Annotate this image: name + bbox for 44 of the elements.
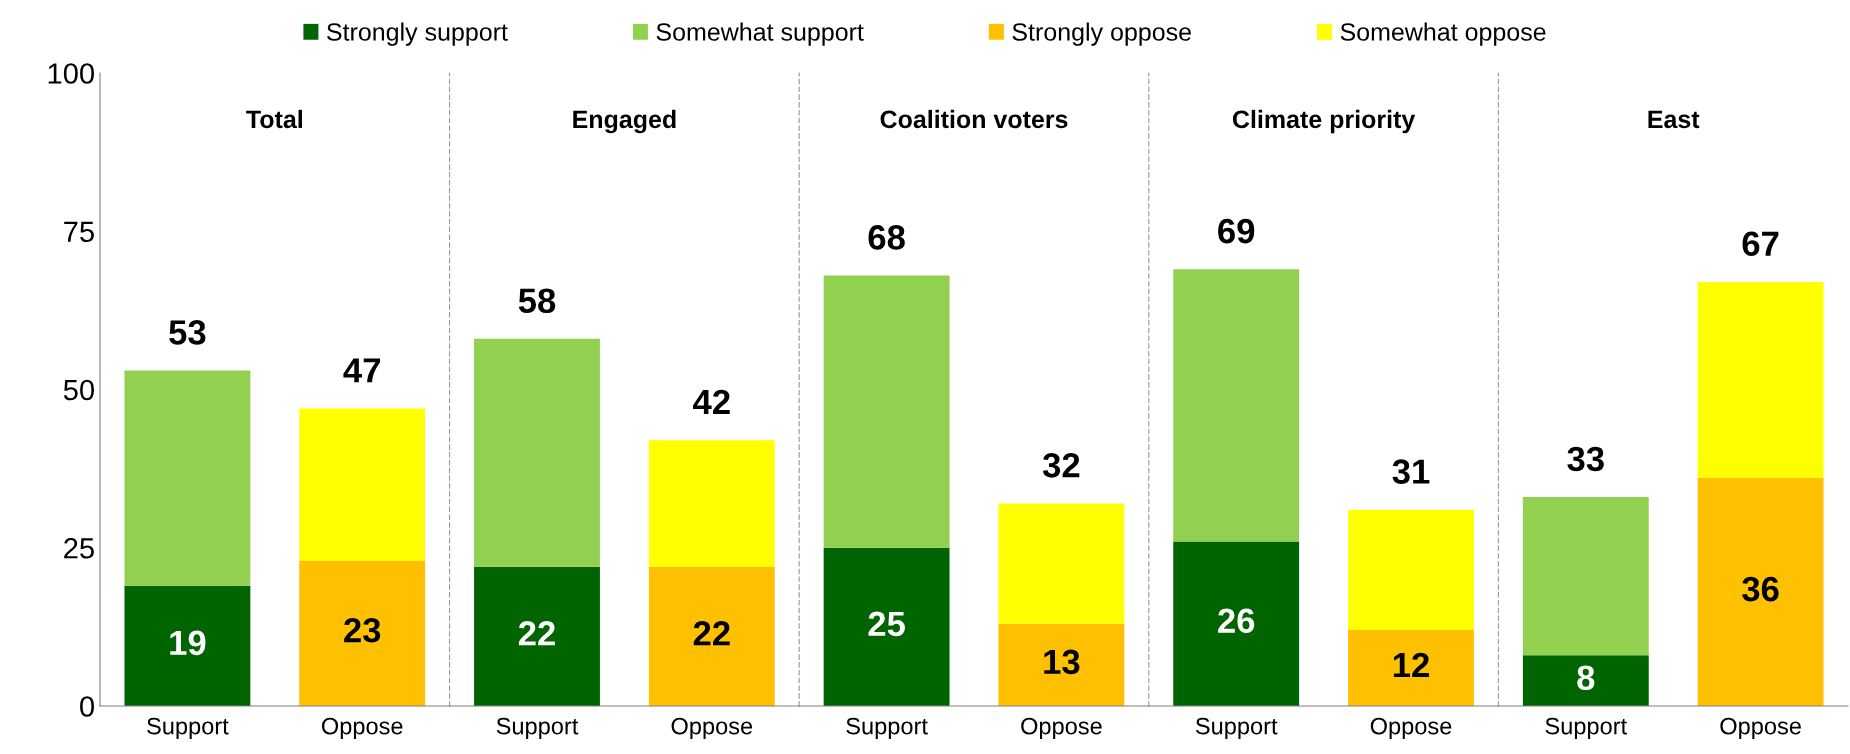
x-tick-label: Support — [496, 717, 579, 740]
data-label: 19 — [170, 630, 206, 656]
total-label: 47 — [343, 358, 380, 383]
x-tick-label: Support — [846, 717, 928, 740]
legend-label: Strongly support — [327, 22, 508, 46]
text: Climate priority — [1232, 109, 1416, 134]
text: Coalition voters — [880, 109, 1068, 129]
y-tick-label: 0 — [80, 696, 94, 717]
total-label: 31 — [1392, 459, 1430, 484]
legend-label: Somewhat oppose — [1340, 22, 1546, 46]
total-label: 42 — [693, 389, 730, 414]
x-tick-label: Oppose — [1720, 717, 1801, 740]
data-label: 36 — [1742, 576, 1779, 602]
legend-label: Somewhat support — [656, 22, 864, 46]
total-label: 53 — [169, 320, 206, 345]
total-label: 68 — [868, 225, 905, 250]
text: Total — [246, 109, 302, 129]
x-tick-label: Support — [1195, 717, 1278, 740]
data-label: 12 — [1393, 652, 1429, 677]
total-label: 33 — [1567, 446, 1604, 472]
data-label: 26 — [1218, 608, 1255, 634]
total-label: 67 — [1742, 231, 1779, 257]
text: East — [1648, 110, 1700, 129]
data-label: 25 — [868, 611, 905, 637]
data-label: 13 — [1044, 649, 1080, 675]
data-label: 8 — [1577, 665, 1595, 690]
data-label: 22 — [693, 621, 730, 646]
x-tick-label: Oppose — [1021, 717, 1102, 740]
total-label: 69 — [1218, 218, 1255, 244]
total-label: 32 — [1042, 453, 1080, 478]
data-label: 23 — [344, 617, 381, 643]
total-label: 58 — [518, 288, 556, 314]
x-tick-label: Oppose — [321, 717, 403, 740]
x-tick-label: Oppose — [671, 717, 753, 740]
x-tick-label: Oppose — [1370, 717, 1452, 740]
text: Engaged — [573, 109, 676, 134]
x-tick-label: Support — [147, 717, 229, 740]
y-tick-label: 75 — [64, 221, 94, 243]
y-tick-label: 50 — [63, 379, 94, 401]
data-label: 22 — [518, 621, 555, 646]
y-tick-label: 100 — [48, 63, 94, 84]
legend-label: Strongly oppose — [1012, 22, 1191, 46]
y-tick-label: 25 — [64, 537, 94, 559]
x-tick-label: Support — [1545, 717, 1627, 740]
